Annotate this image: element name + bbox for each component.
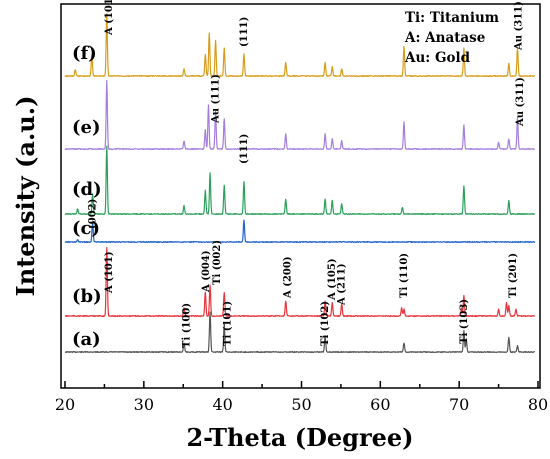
peak-label: (111) (239, 17, 250, 47)
peak-label: (111) (239, 134, 250, 164)
x-tick-label: 60 (370, 395, 390, 414)
peak-label: A (101) (104, 251, 115, 294)
peak-label: Au (311) (515, 77, 526, 127)
legend: Ti: Titanium A: Anatase Au: Gold (404, 10, 499, 66)
peak-label: A (211) (337, 263, 348, 306)
peak-label: A (101) (104, 0, 115, 36)
series-line (64, 145, 536, 216)
series-e: (e) (64, 79, 536, 151)
peak-label: Ti (101) (222, 301, 233, 346)
peak-label: Ti (102) (320, 301, 331, 346)
series-line (64, 247, 536, 318)
peak-label: Ti (110) (399, 253, 410, 298)
x-axis: 20 30 40 50 60 70 80 (55, 381, 548, 414)
x-tick-label: 20 (55, 395, 75, 414)
series-c: (c) (64, 218, 536, 244)
series-f: (f) (64, 13, 536, 78)
sample-label: (f) (72, 43, 97, 64)
legend-entry: A: Anatase (404, 30, 485, 46)
sample-label: (b) (72, 286, 102, 307)
x-axis-title: 2-Theta (Degree) (186, 423, 413, 452)
peak-label: Ti (100) (181, 303, 192, 348)
plot-frame (60, 3, 541, 389)
x-tick-label: 40 (212, 395, 232, 414)
series-line (64, 311, 536, 354)
sample-label: (c) (72, 218, 100, 239)
peak-label: A (004) (201, 250, 212, 293)
sample-label: (e) (72, 117, 101, 138)
peak-label: Au (311) (513, 1, 524, 51)
series-line (64, 79, 536, 151)
peak-label: Ti (201) (508, 253, 519, 298)
series-layer: (a) (b) (c) (d) (e) (f) (64, 13, 536, 354)
legend-entry: Au: Gold (404, 50, 471, 66)
sample-label: (a) (72, 329, 101, 350)
x-tick-label: 70 (449, 395, 469, 414)
peak-label: Ti (002) (212, 240, 223, 285)
series-d: (d) (64, 145, 536, 216)
peak-label: A (200) (282, 256, 293, 299)
peak-label: A (105) (327, 258, 338, 301)
peak-label: Ti (103) (459, 299, 470, 344)
y-axis-title: Intensity (a.u.) (11, 96, 40, 297)
sample-label: (d) (72, 179, 102, 200)
series-line (64, 13, 536, 78)
peak-annotations: A (101) (111) Au (311) Au (111) Au (311) (111… (88, 0, 526, 348)
series-a: (a) (64, 311, 536, 354)
legend-entry: Ti: Titanium (405, 10, 499, 26)
peak-label: (002) (88, 199, 99, 229)
x-tick-label: 80 (528, 395, 548, 414)
series-b: (b) (64, 247, 536, 318)
x-tick-label: 50 (291, 395, 311, 414)
series-line (64, 219, 536, 244)
x-tick-label: 30 (134, 395, 154, 414)
peak-label: Au (111) (211, 74, 222, 124)
